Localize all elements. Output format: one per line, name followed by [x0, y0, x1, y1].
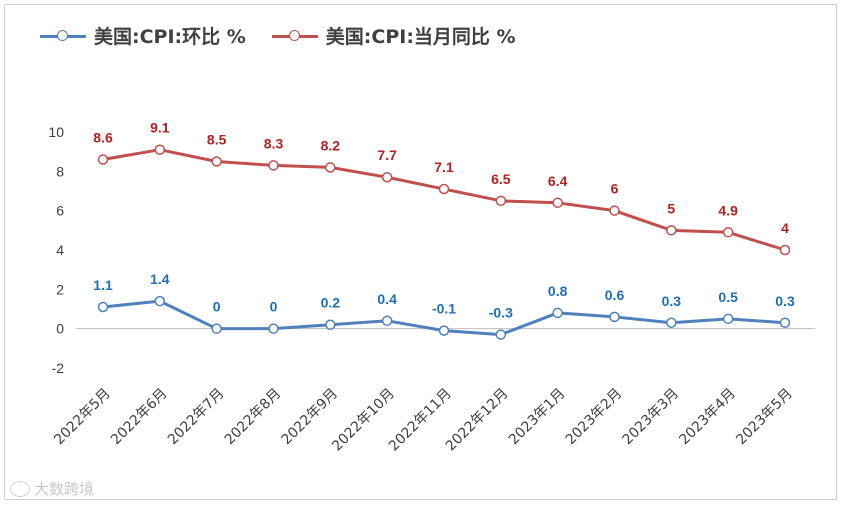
data-point-yoy: [268, 160, 279, 171]
data-label-mom: 0.4: [377, 291, 397, 307]
data-point-yoy: [154, 144, 166, 155]
data-point-mom: [154, 295, 166, 307]
data-label-mom: -0.3: [489, 305, 513, 321]
x-tick-label: 2022年7月: [165, 386, 228, 449]
y-tick-label: 2: [56, 281, 64, 297]
data-point-mom: [609, 311, 620, 323]
data-label-mom: 0.3: [775, 293, 795, 309]
data-point-yoy: [666, 225, 677, 236]
data-point-yoy: [211, 156, 222, 167]
data-point-mom: [666, 317, 677, 329]
x-tick-label: 2023年1月: [506, 386, 569, 449]
data-label-mom: 0: [213, 299, 221, 315]
watermark-text: 大数跨境: [34, 480, 95, 498]
data-point-yoy: [381, 171, 393, 183]
data-label-mom: 0.5: [718, 289, 738, 305]
data-label-yoy: 4: [781, 220, 789, 236]
data-label-yoy: 6: [611, 181, 619, 197]
data-label-yoy: 6.5: [491, 171, 511, 187]
data-point-mom: [97, 301, 109, 313]
data-label-yoy: 4.9: [718, 202, 738, 218]
data-point-yoy: [722, 227, 734, 238]
chart-legend: 美国:CPI:环比 % 美国:CPI:当月同比 %: [40, 22, 516, 49]
legend-label-mom: 美国:CPI:环比 %: [94, 26, 246, 48]
watermark: 大数跨境: [10, 478, 94, 499]
data-point-mom: [495, 329, 507, 340]
y-tick-label: 4: [56, 242, 64, 258]
y-tick-label: -2: [52, 360, 65, 376]
x-tick-label: 2023年2月: [563, 386, 626, 449]
y-tick-label: 8: [56, 163, 64, 179]
x-tick-label: 2022年6月: [108, 386, 171, 449]
data-point-mom: [722, 313, 734, 325]
y-tick-label: 6: [56, 203, 64, 219]
data-point-mom: [211, 323, 222, 334]
chart-frame: [4, 4, 837, 500]
y-tick-label: 0: [56, 321, 64, 337]
watermark-logo-icon: [10, 480, 30, 497]
x-tick-label: 2023年4月: [676, 386, 739, 449]
data-point-mom: [779, 317, 791, 329]
data-point-mom: [552, 307, 563, 319]
data-label-mom: 0.6: [605, 287, 625, 303]
data-label-yoy: 8.2: [321, 137, 341, 153]
data-point-yoy: [97, 154, 109, 165]
y-tick-label: 10: [48, 124, 64, 140]
data-point-mom: [381, 315, 393, 327]
data-label-mom: 0.8: [548, 283, 568, 299]
data-point-yoy: [552, 197, 563, 209]
data-point-mom: [268, 323, 279, 334]
data-label-mom: 0.2: [321, 295, 341, 311]
legend-swatch-mom: [40, 29, 86, 43]
data-point-yoy: [779, 244, 791, 256]
x-tick-label: 2023年3月: [620, 386, 683, 449]
x-tick-label: 2022年8月: [222, 386, 285, 449]
legend-item-mom: 美国:CPI:环比 %: [40, 22, 246, 49]
data-label-yoy: 9.1: [150, 120, 170, 136]
data-label-yoy: 8.6: [93, 130, 113, 146]
data-point-yoy: [325, 162, 336, 173]
data-label-mom: 1.1: [93, 277, 113, 293]
data-point-mom: [438, 325, 450, 336]
data-point-mom: [325, 319, 336, 330]
legend-item-yoy: 美国:CPI:当月同比 %: [271, 22, 516, 49]
data-label-yoy: 6.4: [548, 173, 568, 189]
x-tick-label: 2023年5月: [733, 386, 796, 449]
x-tick-label: 2022年9月: [279, 386, 342, 449]
legend-label-yoy: 美国:CPI:当月同比 %: [325, 26, 516, 48]
data-label-yoy: 7.1: [434, 159, 454, 175]
data-point-yoy: [609, 205, 620, 216]
data-label-mom: 1.4: [150, 271, 170, 287]
data-label-yoy: 8.5: [207, 132, 227, 148]
data-label-yoy: 7.7: [377, 147, 397, 163]
data-label-mom: 0.3: [662, 293, 682, 309]
data-label-mom: 0: [270, 299, 278, 315]
data-label-yoy: 5: [667, 200, 675, 216]
data-label-mom: -0.1: [432, 301, 456, 317]
x-tick-label: 2022年5月: [51, 386, 114, 449]
data-label-yoy: 8.3: [264, 135, 284, 151]
legend-swatch-yoy: [271, 29, 318, 43]
data-point-yoy: [495, 195, 507, 207]
data-point-yoy: [438, 183, 450, 195]
